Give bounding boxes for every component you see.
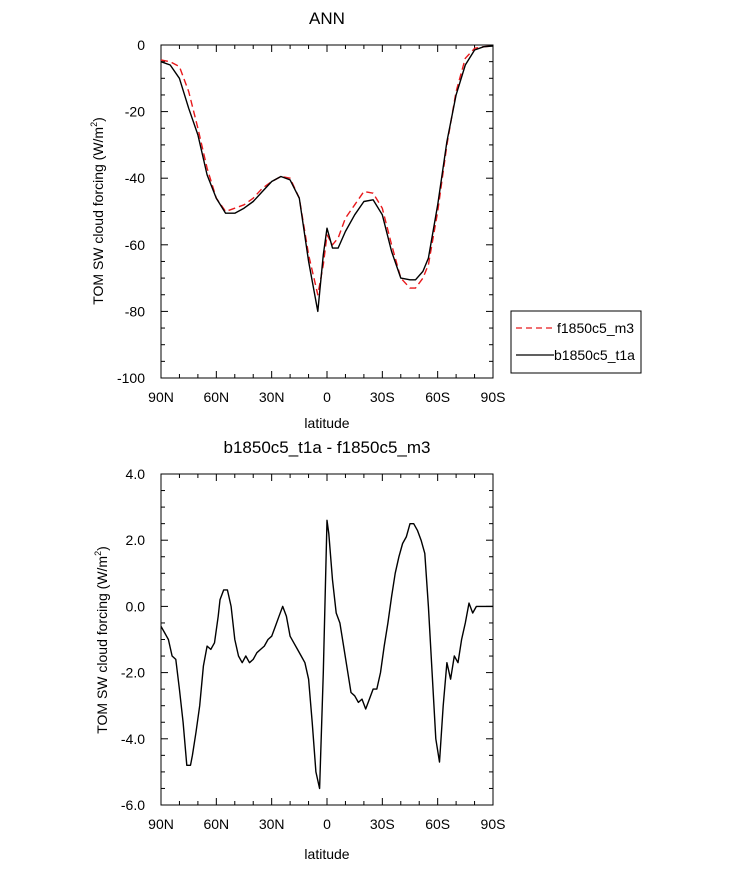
bottom-y-tick-label: -4.0 (121, 731, 145, 747)
top-x-tick-label: 60S (425, 389, 450, 405)
top-y-axis-label-sup: 2 (89, 122, 99, 127)
top-y-tick-label: 0 (137, 37, 145, 53)
bottom-chart-title: b1850c5_t1a - f1850c5_m3 (224, 438, 431, 457)
bottom-x-axis-label: latitude (304, 846, 349, 862)
top-x-tick-label: 90S (481, 389, 506, 405)
legend: f1850c5_m3 b1850c5_t1a (510, 310, 642, 374)
top-y-tick-label: -20 (125, 104, 145, 120)
top-y-axis-label-main: TOM SW cloud forcing (W/m (90, 127, 106, 305)
top-y-axis-label: TOM SW cloud forcing (W/m2) (89, 117, 106, 305)
bottom-series (160, 519, 493, 790)
bottom-x-tick-label: 30S (370, 816, 395, 832)
top-ticks: 90N 60N 30N 0 30S 60S 90S 0 -20 -40 -60 -80 -100 (117, 37, 505, 405)
bottom-y-axis-label-sup: 2 (93, 551, 103, 556)
top-chart-title: ANN (309, 9, 345, 28)
bottom-series-line-0 (160, 519, 493, 790)
bottom-y-axis-label-end: ) (94, 546, 110, 551)
bottom-x-tick-label: 60S (425, 816, 450, 832)
top-panel: ANN 90N 60N 30N 0 30S 60S 90S 0 -20 -40 -60 -80 -100… (89, 9, 505, 431)
bottom-x-tick-label: 60N (203, 816, 229, 832)
bottom-y-tick-label: -6.0 (121, 797, 145, 813)
bottom-x-tick-label: 90N (148, 816, 174, 832)
bottom-y-tick-label: -2.0 (121, 665, 145, 681)
top-series-line-b1850c5-t1a (160, 45, 494, 313)
bottom-panel: b1850c5_t1a - f1850c5_m3 90N 60N 30N 0 30S 60… (93, 438, 505, 862)
bottom-y-axis-label: TOM SW cloud forcing (W/m2) (93, 546, 110, 734)
top-x-tick-label: 30S (370, 389, 395, 405)
top-x-tick-label: 0 (323, 389, 331, 405)
legend-label-b1850c5-t1a: b1850c5_t1a (554, 347, 635, 363)
bottom-y-tick-label: 0.0 (126, 598, 146, 614)
bottom-y-tick-label: 2.0 (126, 532, 146, 548)
bottom-x-tick-label: 90S (481, 816, 506, 832)
top-y-tick-label: -80 (125, 303, 145, 319)
top-x-axis-label: latitude (304, 415, 349, 431)
top-x-tick-label: 30N (259, 389, 285, 405)
top-series (160, 45, 494, 313)
bottom-y-axis-label-main: TOM SW cloud forcing (W/m (94, 556, 110, 734)
top-y-tick-label: -100 (117, 370, 145, 386)
top-x-tick-label: 90N (148, 389, 174, 405)
top-x-tick-label: 60N (203, 389, 229, 405)
top-y-tick-label: -40 (125, 170, 145, 186)
bottom-y-tick-label: 4.0 (126, 466, 146, 482)
bottom-x-tick-label: 30N (259, 816, 285, 832)
top-y-tick-label: -60 (125, 237, 145, 253)
legend-label-f1850c5-m3: f1850c5_m3 (557, 320, 634, 336)
bottom-x-tick-label: 0 (323, 816, 331, 832)
top-plot-frame (160, 44, 494, 379)
top-y-axis-label-end: ) (90, 117, 106, 122)
legend-box (510, 310, 642, 374)
bottom-ticks: 90N 60N 30N 0 30S 60S 90S 4.0 2.0 0.0 -2.0 -4.0 -6.0 (121, 466, 506, 832)
